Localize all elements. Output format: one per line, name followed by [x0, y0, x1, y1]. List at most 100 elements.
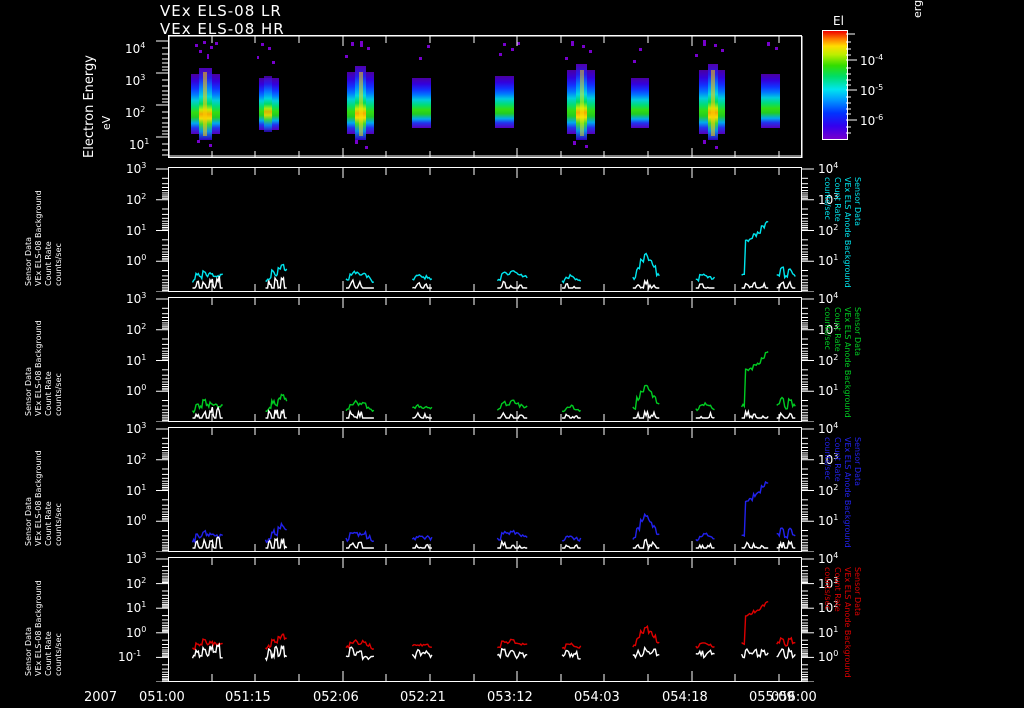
axis-label-line: Sensor Data: [853, 567, 862, 617]
axis-label-line: VEx ELS-08 Background: [34, 450, 43, 546]
spectrogram-y-tick-label: 103: [125, 73, 146, 88]
trace-colored: [412, 403, 433, 410]
trace-colored: [345, 530, 375, 543]
colorbar-label: El: [833, 14, 844, 28]
colorbar-gradient: [822, 30, 848, 140]
anode-1-y-tick-label-left: 103: [126, 161, 147, 176]
trace-colored: [741, 220, 769, 276]
trace-white: [265, 275, 287, 290]
x-axis-tick-label: 053:12: [487, 690, 533, 705]
anode-4-y-tick-label-right: 101: [818, 624, 839, 640]
trace-white: [192, 405, 223, 419]
trace-colored: [562, 535, 582, 542]
trace-white: [695, 410, 715, 419]
axis-label-line: counts/sec: [54, 633, 63, 676]
panel-anode-2: [168, 297, 802, 422]
trace-colored: [264, 521, 287, 544]
anode-3-y-tick-label-right: 103: [818, 451, 839, 467]
anode-1-y-tick-label-left: 102: [126, 191, 147, 207]
axis-label-line: Count Rate: [44, 631, 53, 676]
colorbar-ticks: [846, 33, 857, 134]
spectrogram-y-tick-label: 102: [125, 105, 146, 120]
anode-2-y-tick-label-right: 102: [818, 352, 839, 368]
trace-white: [192, 536, 223, 549]
trace-white: [346, 278, 374, 289]
axis-label-line: Sensor Data: [853, 177, 862, 227]
trace-white: [346, 409, 374, 420]
trace-white: [776, 646, 796, 660]
trace-colored: [561, 642, 582, 651]
anode-4-y-ticks-right: [802, 557, 814, 682]
axis-label-line: Sensor Data: [853, 307, 862, 357]
spectrogram-noise: [195, 40, 778, 149]
trace-white: [264, 644, 288, 662]
trace-colored: [632, 252, 660, 281]
trace-white: [562, 544, 581, 549]
trace-white: [740, 648, 769, 659]
trace-colored: [695, 273, 716, 283]
trace-colored: [561, 273, 582, 284]
axis-label-line: Count Rate: [44, 241, 53, 286]
trace-colored: [695, 401, 715, 412]
trace-colored: [496, 529, 528, 541]
spectrogram-image: [169, 36, 801, 157]
x-axis-tick-label: 051:15: [225, 690, 271, 705]
trace-colored: [265, 633, 287, 650]
anode-1-y-tick-label-right: 101: [818, 253, 839, 269]
axis-label-line: VEx ELS Anode Background: [843, 177, 852, 288]
trace-colored: [497, 638, 528, 649]
anode-2-y-ticks-left: [156, 297, 168, 422]
axis-label-line: counts/sec: [823, 567, 832, 610]
x-axis-tick-label: 052:06: [313, 690, 359, 705]
figure-title-line-2: VEx ELS-08 HR: [160, 20, 285, 38]
trace-colored: [632, 384, 660, 411]
trace-colored: [741, 480, 769, 538]
colorbar-unit-label: ergs/(cm**2-sr-sec-eV): [898, 0, 924, 188]
axis-label-line: VEx ELS-08 Background: [34, 580, 43, 676]
anode-4-y-tick-label-right: 102: [818, 600, 839, 616]
anode-2-y-ticks-right: [802, 297, 814, 422]
axis-label-line: Sensor Data: [24, 626, 33, 676]
trace-colored: [776, 396, 796, 410]
anode-1-y-tick-label-right: 104: [818, 161, 839, 176]
trace-colored: [345, 270, 375, 284]
anode-1-y-tick-label-right: 103: [818, 191, 839, 207]
anode-2-y-tick-label-right: 104: [818, 291, 839, 306]
x-axis-tick-label: 056:00: [771, 690, 817, 705]
trace-colored: [632, 512, 660, 540]
anode-3-y-tick-label-left: 102: [126, 451, 147, 467]
anode-2-plot-area: [168, 297, 802, 422]
axis-label-line: counts/sec: [54, 503, 63, 546]
anode-3-y-tick-label-right: 102: [818, 482, 839, 498]
axis-label-line: Count Rate: [833, 177, 842, 222]
anode-3-y-ticks-right: [802, 427, 814, 552]
trace-colored: [561, 404, 581, 413]
panel-anode-4: [168, 557, 802, 682]
anode-4-y-tick-label-right: 100: [818, 649, 839, 665]
trace-white: [412, 543, 432, 549]
anode-4-y-tick-label-left: 103: [126, 551, 147, 566]
axis-label-line: Count Rate: [44, 371, 53, 416]
axis-label-line: counts/sec: [54, 373, 63, 416]
trace-colored: [496, 399, 528, 411]
axis-label-line: Count Rate: [833, 437, 842, 482]
spectrogram-y-axis-unit: eV: [100, 115, 113, 130]
trace-white: [562, 283, 581, 289]
x-axis-tick-label: 051:00: [139, 690, 185, 705]
axis-label-line: counts/sec: [823, 177, 832, 220]
x-axis-tick-label: 055:09: [749, 690, 795, 705]
trace-white: [346, 541, 374, 549]
panel-anode-3: [168, 427, 802, 552]
axis-label-line: counts/sec: [823, 307, 832, 350]
anode-3-y-tick-label-left: 100: [126, 513, 147, 529]
trace-white: [411, 648, 433, 660]
trace-white: [496, 647, 528, 660]
anode-2-y-tick-label-right: 103: [818, 321, 839, 337]
anode-3-plot-area: [168, 427, 802, 552]
axis-label-line: Count Rate: [833, 307, 842, 352]
trace-white: [695, 283, 715, 289]
anode-1-y-tick-label-left: 101: [126, 222, 147, 238]
anode-4-y-tick-label-left: 100: [126, 624, 147, 640]
axis-label-line: counts/sec: [54, 243, 63, 286]
trace-colored: [191, 398, 223, 414]
